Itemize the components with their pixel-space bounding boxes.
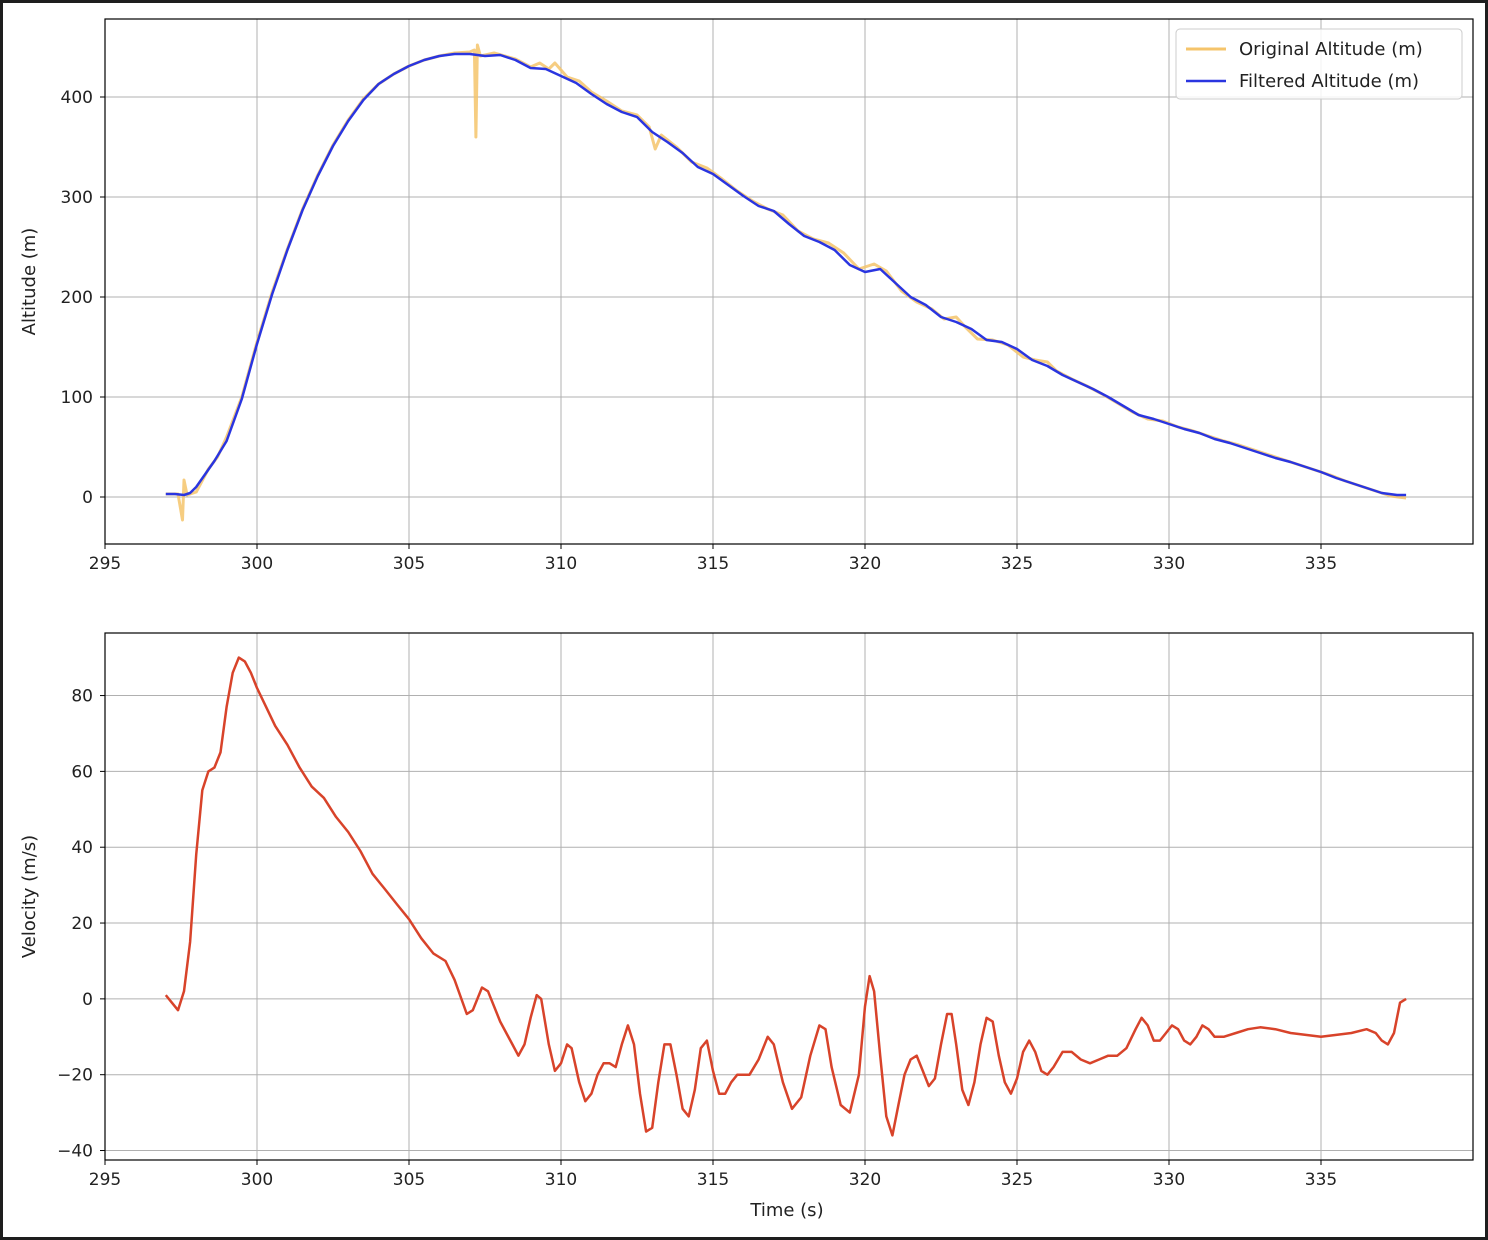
x-tick-label: 315 [697,554,729,574]
x-tick-label: 305 [393,554,425,574]
legend-entry-label: Original Altitude (m) [1239,39,1423,60]
velocity-series-line [164,656,1407,1137]
x-tick-label: 300 [241,1170,273,1190]
y-tick-label: −40 [57,1142,93,1162]
x-tick-label: 320 [849,1170,881,1190]
y-tick-label: 40 [71,838,93,858]
y-tick-label: 20 [71,914,93,934]
y-tick-label: 0 [82,488,93,508]
x-tick-label: 330 [1153,554,1185,574]
x-tick-label: 335 [1305,554,1337,574]
x-tick-label: 295 [89,1170,121,1190]
altitude-chart: 295 300 305 310 315 320 325 330 335 0 100 200 300 400… [19,18,1474,574]
chart-canvas: 295 300 305 310 315 320 325 330 3350100200300400… [19,18,1474,1221]
y-tick-label: 300 [61,188,93,208]
figure: 295 300 305 310 315 320 325 330 335 0 100 200 300 400… [3,3,1485,1237]
x-tick-label: 335 [1305,1170,1337,1190]
x-tick-label: 330 [1153,1170,1185,1190]
legend: Original Altitude (m) Filtered Altitude (… [1175,28,1463,100]
x-tick-label: 315 [697,1170,729,1190]
y-tick-label: 0 [82,990,93,1010]
y-axis-label: Velocity (m/s) [19,835,40,958]
axes-frame [104,18,1474,545]
x-tick-label: 310 [545,554,577,574]
y-tick-label: 100 [61,388,93,408]
axes-frame [104,632,1474,1161]
x-tick-label: 320 [849,554,881,574]
legend-entry-label: Filtered Altitude (m) [1239,71,1419,92]
velocity-chart: 295 300 305 310 315 320 325 330 335 −40 −20 0 20 40 60… [19,632,1474,1221]
x-tick-label: 305 [393,1170,425,1190]
y-axis-label: Altitude (m) [19,228,40,336]
legend-box [1175,28,1463,100]
y-tick-label: −20 [57,1066,93,1086]
filtered-altitude-m-series-line [165,52,1407,497]
y-tick-label: 60 [71,762,93,782]
x-tick-label: 295 [89,554,121,574]
x-tick-label: 325 [1001,554,1033,574]
y-tick-label: 80 [71,687,93,707]
y-tick-label: 200 [61,288,93,308]
y-tick-label: 400 [61,88,93,108]
x-tick-label: 325 [1001,1170,1033,1190]
x-tick-label: 300 [241,554,273,574]
x-axis-label: Time (s) [749,1200,823,1221]
x-tick-label: 310 [545,1170,577,1190]
